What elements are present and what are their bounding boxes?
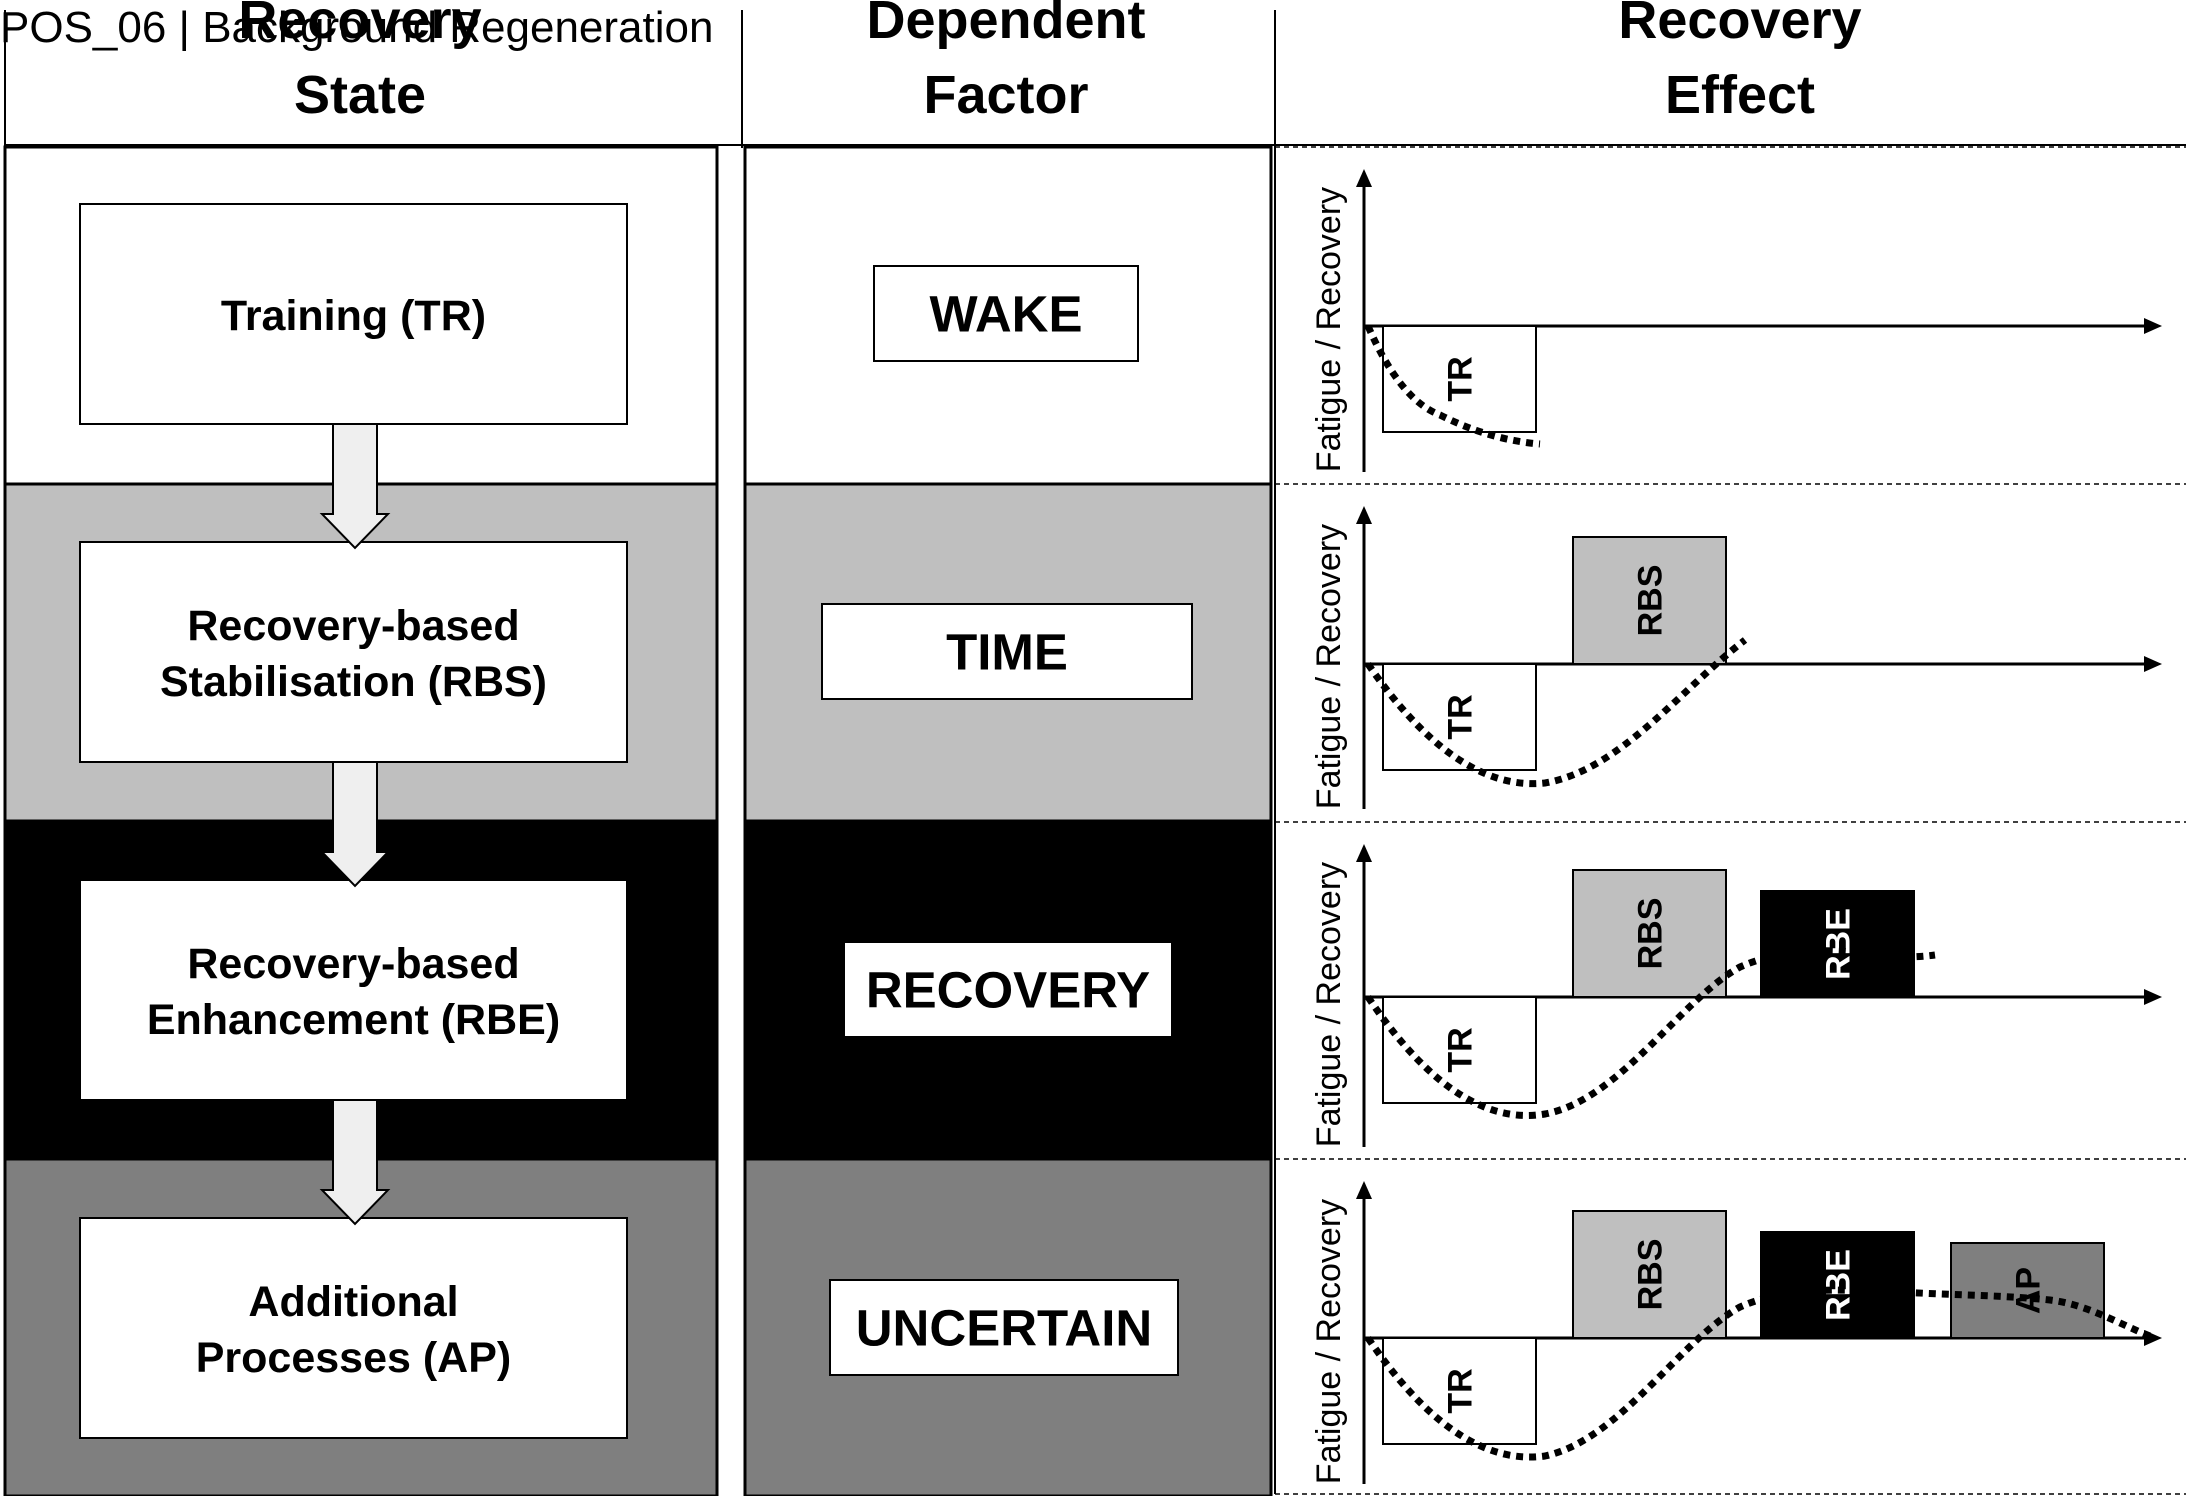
bar-rbs: RBS (1572, 869, 1727, 998)
bar-rbs: RBS (1572, 536, 1727, 665)
bar-rbe-label: RBE (1820, 908, 1858, 980)
bar-ap-label: AP (2010, 1267, 2048, 1314)
bar-rbe: RBE (1760, 1231, 1915, 1339)
header-factor-line1: Dependent (866, 0, 1145, 50)
bar-ap: AP (1950, 1242, 2105, 1339)
y-axis-label: Fatigue / Recovery (1310, 187, 1348, 472)
y-axis-arrowhead (1356, 844, 1372, 862)
bar-rbs-label: RBS (1632, 565, 1670, 637)
bar-rbs-rect (1572, 1210, 1727, 1339)
recovery-effect-chart: Fatigue / Recovery TR RBS RBE (1310, 844, 2162, 1147)
bar-rbe-label: RBE (1820, 1249, 1858, 1321)
state-label: Additional (248, 1278, 458, 1326)
y-axis-label: Fatigue / Recovery (1310, 524, 1348, 809)
header-state-line1: Recovery (238, 0, 481, 50)
bar-tr: TR (1382, 1337, 1537, 1445)
y-axis-arrowhead (1356, 506, 1372, 524)
bar-tr-label: TR (1442, 694, 1480, 739)
recovery-curve (1365, 637, 1748, 788)
bar-tr-label: TR (1442, 1368, 1480, 1413)
bar-rbs-label: RBS (1632, 1239, 1670, 1311)
bar-tr-label: TR (1442, 356, 1480, 401)
header-recovery-effect: Recovery Effect (1618, 0, 1861, 125)
header-recovery-state: Recovery State (238, 0, 481, 125)
bar-rbs: RBS (1572, 1210, 1727, 1339)
y-axis-label: Fatigue / Recovery (1310, 1199, 1348, 1484)
factor-box (829, 1279, 1179, 1376)
header-state-line2: State (294, 65, 426, 125)
header-dependent-factor: Dependent Factor (866, 0, 1145, 125)
row-1: Training (TR) WAKE Fatigue / Recovery TR (3, 145, 2186, 486)
recovery-effect-chart: Fatigue / Recovery TR RBS (1310, 506, 2162, 809)
state-box (79, 541, 628, 763)
factor-box (821, 603, 1193, 700)
y-axis-arrowhead (1356, 169, 1372, 187)
state-box (79, 879, 628, 1101)
state-label: Stabilisation (RBS) (160, 658, 547, 706)
bar-rbs-label: RBS (1632, 898, 1670, 970)
bar-tr-label: TR (1442, 1027, 1480, 1072)
header-effect-line2: Effect (1665, 65, 1815, 125)
x-axis-arrowhead (2144, 656, 2162, 672)
state-label: Enhancement (RBE) (147, 996, 560, 1044)
x-axis-arrowhead (2144, 318, 2162, 334)
bar-tr-rect (1382, 325, 1537, 433)
factor-label: RECOVERY (866, 962, 1150, 1019)
recovery-curve (1364, 324, 1541, 448)
row-3: Recovery-based Enhancement (RBE) RECOVERY F… (3, 820, 2186, 1161)
factor-label: TIME (946, 624, 1068, 681)
bar-rbs-rect (1572, 536, 1727, 665)
recovery-curve (1365, 1286, 2157, 1461)
bar-rbe: RBE (1760, 890, 1915, 998)
state-box (79, 1217, 628, 1439)
y-axis-label: Fatigue / Recovery (1310, 862, 1348, 1147)
state-label: Training (TR) (221, 292, 486, 340)
recovery-effect-chart: Fatigue / Recovery TR (1310, 169, 2162, 472)
state-label: Recovery-based (187, 602, 519, 650)
row-4: Additional Processes (AP) UNCERTAIN Fatigue… (3, 1157, 2186, 1498)
factor-box (843, 941, 1173, 1038)
flow-arrows (319, 423, 391, 1226)
bar-rbs-rect (1572, 869, 1727, 998)
down-arrow-2 (319, 761, 391, 888)
bar-tr: TR (1382, 663, 1537, 771)
state-label: Recovery-based (187, 940, 519, 988)
state-label: Processes (AP) (196, 1334, 512, 1382)
factor-box (873, 265, 1139, 362)
bar-rbe-rect (1760, 890, 1915, 998)
factor-label: UNCERTAIN (856, 1300, 1153, 1357)
header-factor-line2: Factor (923, 65, 1088, 125)
down-arrow-1 (319, 423, 391, 550)
recovery-curve (1365, 947, 1936, 1119)
y-axis-arrowhead (1356, 1181, 1372, 1199)
recovery-effect-chart: Fatigue / Recovery TR RBS RBE AP (1310, 1181, 2162, 1484)
factor-label: WAKE (930, 286, 1083, 343)
x-axis-arrowhead (2144, 989, 2162, 1005)
down-arrow-3 (319, 1099, 391, 1226)
bar-ap-rect (1950, 1242, 2105, 1339)
header-effect-line1: Recovery (1618, 0, 1861, 50)
breadcrumb: POS_06 | Background Regeneration (0, 3, 713, 52)
state-box (79, 203, 628, 425)
bar-tr: TR (1382, 325, 1537, 433)
bar-rbe-rect (1760, 1231, 1915, 1339)
